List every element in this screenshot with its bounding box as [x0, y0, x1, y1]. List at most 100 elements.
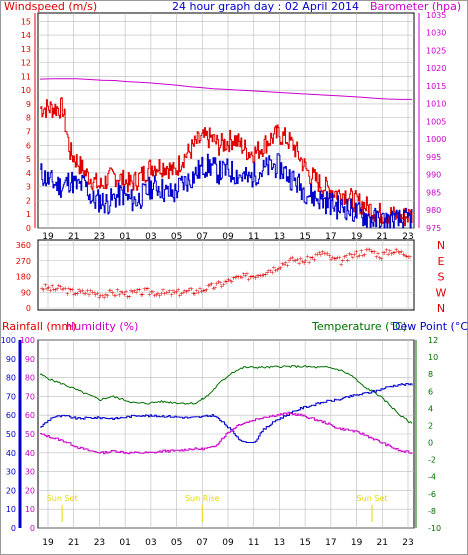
direction-point: + — [218, 280, 223, 287]
direction-point: + — [145, 286, 150, 293]
barometer-tick-label: 1025 — [426, 46, 446, 55]
direction-tick-label: 360 — [16, 241, 31, 250]
windspeed-axis-title: Windspeed (m/s) — [4, 0, 97, 13]
direction-point: + — [107, 288, 112, 295]
compass-label: N — [437, 302, 445, 315]
windspeed-tick-label: 11 — [21, 72, 31, 81]
x-tick-label: 23 — [94, 538, 105, 548]
rain-tick-label: 40 — [6, 449, 16, 458]
direction-point: + — [407, 254, 412, 261]
direction-point: + — [345, 257, 350, 264]
direction-point: + — [117, 292, 122, 299]
direction-point: + — [147, 291, 152, 298]
direction-point: + — [231, 275, 236, 282]
direction-point: + — [310, 254, 315, 261]
direction-point: + — [251, 274, 256, 281]
direction-point: + — [97, 295, 102, 302]
direction-point: + — [98, 292, 103, 299]
windspeed-tick-label: 8 — [26, 114, 31, 123]
temperature-axis-ticks: -10 -8 -6 -4 -2 0 2 4 6 8 10 12 — [428, 336, 441, 533]
direction-point: + — [102, 294, 107, 301]
direction-point: + — [179, 291, 184, 298]
direction-point: + — [150, 289, 155, 296]
temperature-tick-label: -6 — [428, 490, 436, 499]
direction-point: + — [275, 267, 280, 274]
direction-point: + — [159, 291, 164, 298]
direction-point: + — [152, 293, 157, 300]
windspeed-tick-label: 1 — [26, 210, 31, 219]
direction-point: + — [379, 256, 384, 263]
compass-label: N — [437, 239, 445, 252]
rain-tick-label: 90 — [6, 355, 16, 364]
direction-point: + — [197, 286, 202, 293]
direction-point: + — [76, 287, 81, 294]
direction-point: + — [226, 277, 231, 284]
direction-point: + — [137, 287, 142, 294]
temperature-tick-label: 2 — [428, 421, 433, 430]
direction-point: + — [283, 260, 288, 267]
windspeed-tick-label: 2 — [26, 196, 31, 205]
direction-point: + — [139, 292, 144, 299]
direction-point: + — [100, 293, 105, 300]
direction-point: + — [81, 291, 86, 298]
direction-point: + — [162, 290, 167, 297]
direction-point: + — [171, 288, 176, 295]
direction-point: + — [160, 287, 165, 294]
direction-point: + — [313, 252, 318, 259]
temperature-tick-label: 12 — [428, 336, 438, 345]
direction-point: + — [71, 291, 76, 298]
direction-point: + — [209, 281, 214, 288]
direction-point: + — [202, 288, 207, 295]
direction-point: + — [132, 288, 137, 295]
barometer-tick-label: 975 — [426, 224, 441, 233]
direction-point: + — [365, 247, 370, 254]
direction-point: + — [387, 248, 392, 255]
x-tick-label: 13 — [274, 538, 285, 548]
temperature-tick-label: 6 — [428, 387, 433, 396]
direction-point: + — [404, 254, 409, 261]
direction-point: + — [261, 272, 266, 279]
direction-point: + — [196, 290, 201, 297]
direction-point: + — [307, 259, 312, 266]
windspeed-tick-label: 7 — [26, 128, 31, 137]
direction-point: + — [362, 252, 367, 259]
direction-point: + — [92, 290, 97, 297]
temperature-tick-label: -10 — [428, 524, 441, 533]
barometer-tick-label: 980 — [426, 206, 441, 215]
temperature-tick-label: 8 — [428, 370, 433, 379]
direction-point: + — [371, 249, 376, 256]
direction-point: + — [359, 248, 364, 255]
direction-point: + — [325, 251, 330, 258]
direction-point: + — [108, 288, 113, 295]
x-tick-label: 05 — [171, 538, 182, 548]
x-tick-label: 07 — [197, 232, 208, 242]
direction-point: + — [46, 285, 51, 292]
direction-point: + — [270, 269, 275, 276]
direction-point: + — [376, 250, 381, 257]
direction-point: + — [347, 251, 352, 258]
direction-point: + — [329, 257, 334, 264]
direction-point: + — [58, 284, 63, 291]
humidity-legend-label: Humidity (%) — [66, 320, 138, 333]
direction-point: + — [176, 287, 181, 294]
direction-point: + — [233, 275, 238, 282]
direction-point: + — [320, 249, 325, 256]
direction-point: + — [260, 272, 265, 279]
x-tick-label: 19 — [42, 232, 54, 242]
direction-point: + — [48, 288, 53, 295]
x-tick-label: 05 — [171, 232, 182, 242]
dewpoint-line — [40, 383, 413, 443]
direction-point: + — [239, 274, 244, 281]
direction-point: + — [334, 256, 339, 263]
barometer-tick-label: 1000 — [426, 135, 446, 144]
direction-point: + — [293, 257, 298, 264]
direction-plot-area — [37, 239, 415, 311]
sun-event-label: Sun Set — [357, 494, 388, 503]
direction-point: + — [286, 258, 291, 265]
direction-point: + — [78, 289, 83, 296]
direction-point: + — [357, 253, 362, 260]
temperature-legend-label: Temperature (°C) — [311, 320, 407, 333]
direction-point: + — [41, 287, 46, 294]
dewpoint-legend-label: Dew Point (°C) — [392, 320, 468, 333]
direction-point: + — [214, 281, 219, 288]
